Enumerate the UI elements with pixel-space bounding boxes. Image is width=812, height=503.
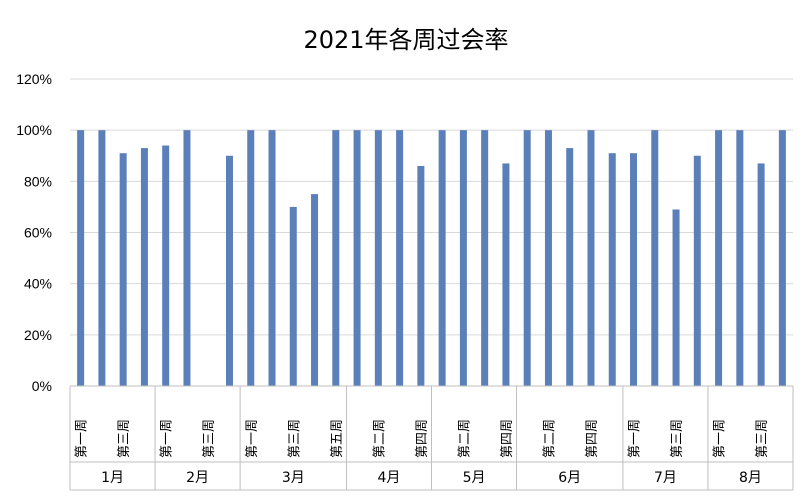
month-label: 3月: [282, 470, 305, 486]
bar: [736, 130, 744, 386]
bar: [544, 130, 552, 386]
bar: [119, 153, 127, 386]
y-tick-label: 40%: [24, 276, 52, 292]
bar: [757, 163, 765, 386]
month-label: 1月: [101, 470, 124, 486]
gridlines: [70, 78, 793, 336]
y-tick-label: 100%: [16, 122, 52, 138]
bar: [481, 130, 489, 386]
bar: [502, 163, 510, 386]
month-label: 2月: [186, 470, 209, 486]
category-label: 第三周: [202, 419, 217, 458]
bar: [523, 130, 531, 386]
category-label: 第四周: [500, 419, 515, 458]
category-label: 第二周: [372, 419, 387, 458]
bar: [459, 130, 467, 386]
bar: [289, 206, 297, 386]
x-axis: [69, 385, 794, 491]
bar: [651, 130, 659, 386]
bar: [183, 130, 191, 386]
category-label: 第一周: [75, 419, 90, 458]
bar: [268, 130, 276, 386]
month-label: 8月: [739, 470, 762, 486]
category-label: 第一周: [713, 419, 728, 458]
chart-title: 2021年各周过会率: [303, 26, 508, 54]
bar: [311, 194, 319, 386]
bar: [715, 130, 723, 386]
bar: [608, 153, 616, 386]
x-axis-category-labels: 第一周 第三周 第一周 第三周 第一周 第三周 第五周 第二周 第四周 第二周 第四周 第二周 第四周 第…: [75, 419, 770, 458]
category-label: 第三周: [287, 419, 302, 458]
bar: [98, 130, 106, 386]
month-label: 5月: [463, 470, 486, 486]
bar: [778, 130, 786, 386]
category-label: 第一周: [245, 419, 260, 458]
bar: [374, 130, 382, 386]
category-label: 第五周: [330, 419, 345, 458]
category-label: 第三周: [117, 419, 132, 458]
month-label: 6月: [558, 470, 581, 486]
bar: [353, 130, 361, 386]
month-label: 7月: [654, 470, 677, 486]
category-label: 第二周: [457, 419, 472, 458]
bar: [566, 148, 574, 386]
bar: [247, 130, 255, 386]
bar: [140, 148, 148, 386]
category-label: 第一周: [628, 419, 643, 458]
y-tick-label: 0%: [32, 378, 52, 394]
bar: [438, 130, 446, 386]
bar: [77, 130, 85, 386]
bar: [332, 130, 340, 386]
y-tick-label: 60%: [24, 225, 52, 241]
category-label: 第四周: [415, 419, 430, 458]
bar: [587, 130, 595, 386]
month-label: 4月: [378, 470, 401, 486]
y-axis-tick-labels: 0% 20% 40% 60% 80% 100% 120%: [16, 71, 52, 394]
y-tick-label: 20%: [24, 327, 52, 343]
y-tick-label: 80%: [24, 173, 52, 189]
bar: [693, 155, 701, 386]
bar: [630, 153, 638, 386]
bar: [396, 130, 404, 386]
bar: [225, 155, 233, 386]
category-label: 第四周: [585, 419, 600, 458]
y-tick-label: 120%: [16, 71, 52, 87]
category-label: 第一周: [160, 419, 175, 458]
bars: [77, 130, 786, 386]
x-axis-month-labels: 1月 2月 3月 4月 5月 6月 7月 8月: [101, 470, 762, 486]
category-label: 第二周: [542, 419, 557, 458]
bar: [162, 145, 170, 386]
bar: [417, 165, 425, 386]
category-label: 第三周: [670, 419, 685, 458]
bar: [672, 209, 680, 386]
category-label: 第三周: [755, 419, 770, 458]
